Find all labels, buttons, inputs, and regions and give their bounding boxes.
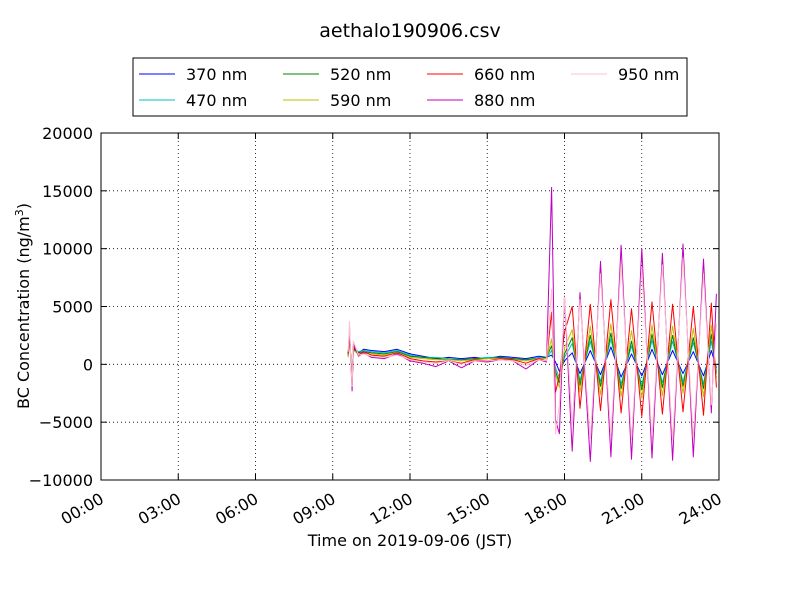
x-tick-label: 00:00: [58, 489, 107, 529]
legend-label: 470 nm: [186, 91, 247, 110]
legend-label: 370 nm: [186, 65, 247, 84]
series-line: [347, 331, 717, 386]
axis-ticks: 00:00 03:00 06:00 09:00 12:00 15:00 18:00 21:00…: [29, 124, 725, 529]
x-tick-label: 06:00: [212, 489, 261, 529]
y-tick-label: −5000: [39, 413, 93, 432]
y-tick-label: 20000: [42, 124, 93, 143]
series-line: [347, 332, 717, 391]
x-tick-label: 24:00: [676, 489, 725, 529]
x-tick-label: 21:00: [598, 489, 647, 529]
x-tick-label: 09:00: [289, 489, 338, 529]
series-line: [347, 186, 717, 462]
y-axis-label-main: BC Concentration (ng/m: [14, 216, 33, 409]
plot-area: [347, 186, 717, 462]
y-tick-label: 10000: [42, 240, 93, 259]
y-axis-label: BC Concentration (ng/m3): [13, 203, 33, 409]
y-tick-label: 15000: [42, 182, 93, 201]
x-tick-label: 15:00: [444, 489, 493, 529]
y-tick-label: 0: [83, 355, 93, 374]
x-tick-label: 03:00: [135, 489, 184, 529]
y-tick-label: −10000: [29, 471, 93, 490]
x-tick-label: 18:00: [521, 489, 570, 529]
legend-label: 880 nm: [474, 91, 535, 110]
legend-label: 950 nm: [618, 65, 679, 84]
y-axis-label-superscript: 3: [13, 209, 26, 216]
series-line: [347, 323, 717, 399]
series-line: [347, 257, 717, 442]
legend-label: 590 nm: [330, 91, 391, 110]
legend-box: [132, 57, 688, 117]
x-axis-label: Time on 2019-09-06 (JST): [307, 531, 512, 550]
grid: [101, 133, 719, 480]
x-tick-label: 12:00: [367, 489, 416, 529]
series-line: [347, 333, 717, 379]
y-axis-label-close: ): [14, 203, 33, 209]
legend-label: 660 nm: [474, 65, 535, 84]
y-tick-label: 5000: [52, 298, 93, 317]
chart-title: aethalo190906.csv: [319, 20, 501, 42]
legend: 370 nm 470 nm 520 nm 590 nm 660 nm 880 nm 950 …: [132, 57, 688, 117]
legend-label: 520 nm: [330, 65, 391, 84]
series-line: [347, 299, 717, 417]
